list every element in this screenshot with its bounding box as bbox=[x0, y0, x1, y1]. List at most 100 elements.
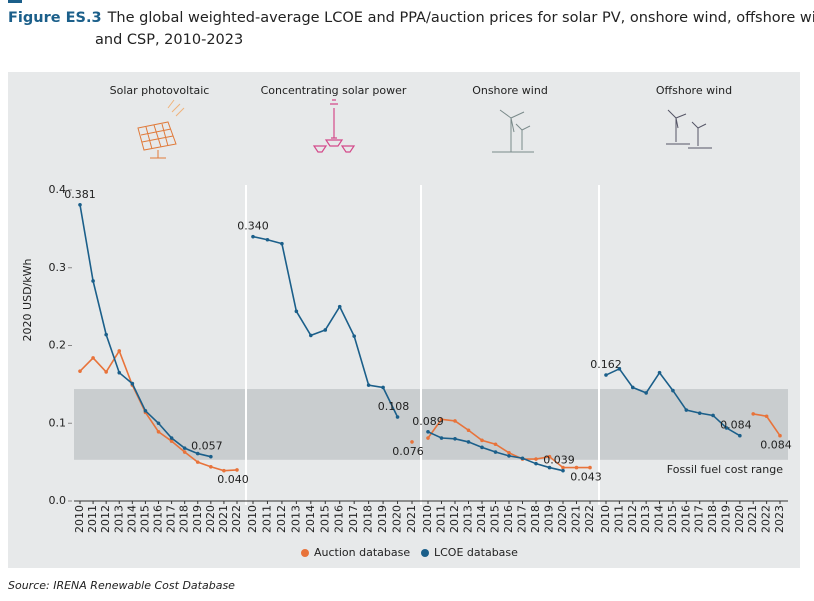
x-tick-label: 2015 bbox=[489, 505, 502, 533]
figure-title-line2: and CSP, 2010-2023 bbox=[95, 32, 243, 48]
point bbox=[352, 334, 356, 338]
point bbox=[182, 450, 187, 454]
panel-title: Concentrating solar power bbox=[261, 84, 407, 97]
point bbox=[156, 421, 161, 426]
point bbox=[91, 279, 95, 283]
point bbox=[711, 413, 715, 418]
point bbox=[778, 433, 782, 438]
x-tick-label: 2016 bbox=[679, 505, 692, 533]
x-tick-label: 2022 bbox=[760, 505, 773, 533]
point bbox=[574, 465, 579, 470]
value-label: 0.057 bbox=[191, 440, 223, 453]
legend-swatch bbox=[301, 549, 309, 557]
point bbox=[439, 436, 444, 440]
point bbox=[697, 411, 702, 415]
point bbox=[466, 428, 471, 433]
x-tick-label: 2021 bbox=[570, 505, 583, 533]
point bbox=[617, 367, 622, 371]
x-tick-label: 2010 bbox=[246, 505, 259, 533]
x-tick-label: 2014 bbox=[653, 505, 666, 533]
x-tick-label: 2018 bbox=[529, 505, 542, 533]
x-tick-label: 2013 bbox=[639, 505, 652, 533]
point bbox=[534, 461, 538, 466]
x-tick-label: 2010 bbox=[421, 505, 434, 533]
x-tick-label: 2019 bbox=[719, 505, 732, 533]
point bbox=[426, 436, 430, 440]
value-label: 0.043 bbox=[570, 471, 602, 484]
x-tick-label: 2012 bbox=[448, 505, 461, 533]
x-tick-label: 2017 bbox=[347, 505, 360, 533]
x-tick-label: 2022 bbox=[583, 505, 596, 533]
y-axis-label: 2020 USD/kWh bbox=[21, 259, 34, 342]
point bbox=[751, 412, 756, 416]
point bbox=[130, 381, 135, 386]
x-tick-label: 2019 bbox=[543, 505, 556, 533]
figure-title-text: The global weighted-average LCOE and PPA… bbox=[107, 10, 814, 26]
x-tick-label: 2021 bbox=[405, 505, 418, 533]
csp-icon bbox=[312, 99, 356, 153]
point bbox=[453, 419, 457, 423]
band-label: Fossil fuel cost range bbox=[667, 463, 783, 476]
x-tick-label: 2012 bbox=[275, 505, 288, 533]
legend-swatch bbox=[421, 549, 429, 557]
point bbox=[309, 333, 313, 338]
y-tick-label: 0.3 bbox=[49, 261, 67, 274]
y-tick-label: 0.1 bbox=[49, 416, 67, 429]
point bbox=[561, 468, 565, 473]
value-label: 0.039 bbox=[543, 454, 575, 467]
legend-label: LCOE database bbox=[434, 546, 518, 559]
point bbox=[104, 370, 108, 374]
point bbox=[117, 370, 122, 375]
x-tick-label: 2018 bbox=[178, 505, 191, 533]
point bbox=[323, 328, 328, 332]
x-tick-label: 2016 bbox=[152, 505, 165, 533]
point bbox=[453, 437, 457, 441]
point bbox=[195, 460, 200, 464]
x-tick-label: 2012 bbox=[626, 505, 639, 533]
fossil-fuel-band bbox=[74, 389, 788, 460]
x-tick-label: 2014 bbox=[475, 505, 488, 533]
point bbox=[78, 202, 82, 207]
point bbox=[209, 454, 213, 459]
x-tick-label: 2013 bbox=[112, 505, 125, 533]
x-tick-label: 2018 bbox=[362, 505, 375, 533]
legend-label: Auction database bbox=[314, 546, 410, 559]
point bbox=[507, 454, 511, 458]
point bbox=[604, 373, 608, 377]
x-tick-label: 2015 bbox=[666, 505, 679, 533]
point bbox=[156, 430, 161, 434]
x-tick-label: 2019 bbox=[191, 505, 204, 533]
value-label: 0.340 bbox=[237, 220, 269, 233]
accent-bar bbox=[8, 0, 22, 3]
point bbox=[337, 304, 342, 309]
x-tick-label: 2020 bbox=[556, 505, 569, 533]
point bbox=[507, 450, 511, 455]
point bbox=[547, 465, 552, 470]
point bbox=[644, 391, 648, 395]
panel-title: Onshore wind bbox=[472, 84, 548, 97]
x-tick-label: 2011 bbox=[260, 505, 273, 533]
x-tick-label: 2020 bbox=[391, 505, 404, 533]
point bbox=[143, 409, 148, 413]
point bbox=[235, 468, 239, 472]
x-tick-label: 2011 bbox=[86, 505, 99, 533]
point bbox=[104, 332, 108, 337]
point bbox=[78, 369, 82, 373]
point bbox=[265, 237, 270, 242]
point bbox=[117, 349, 122, 353]
value-label: 0.381 bbox=[64, 188, 96, 201]
offshore-icon bbox=[666, 109, 712, 149]
value-label: 0.084 bbox=[720, 419, 752, 432]
figure-number: Figure ES.3 bbox=[8, 10, 102, 26]
x-tick-label: 2012 bbox=[99, 505, 112, 533]
point bbox=[209, 464, 213, 469]
point bbox=[410, 440, 414, 444]
x-tick-label: 2010 bbox=[599, 505, 612, 533]
x-tick-label: 2015 bbox=[318, 505, 331, 533]
x-tick-label: 2014 bbox=[125, 505, 138, 533]
point bbox=[480, 445, 484, 450]
point bbox=[684, 408, 689, 412]
value-label: 0.040 bbox=[217, 473, 249, 486]
value-label: 0.162 bbox=[590, 358, 622, 371]
